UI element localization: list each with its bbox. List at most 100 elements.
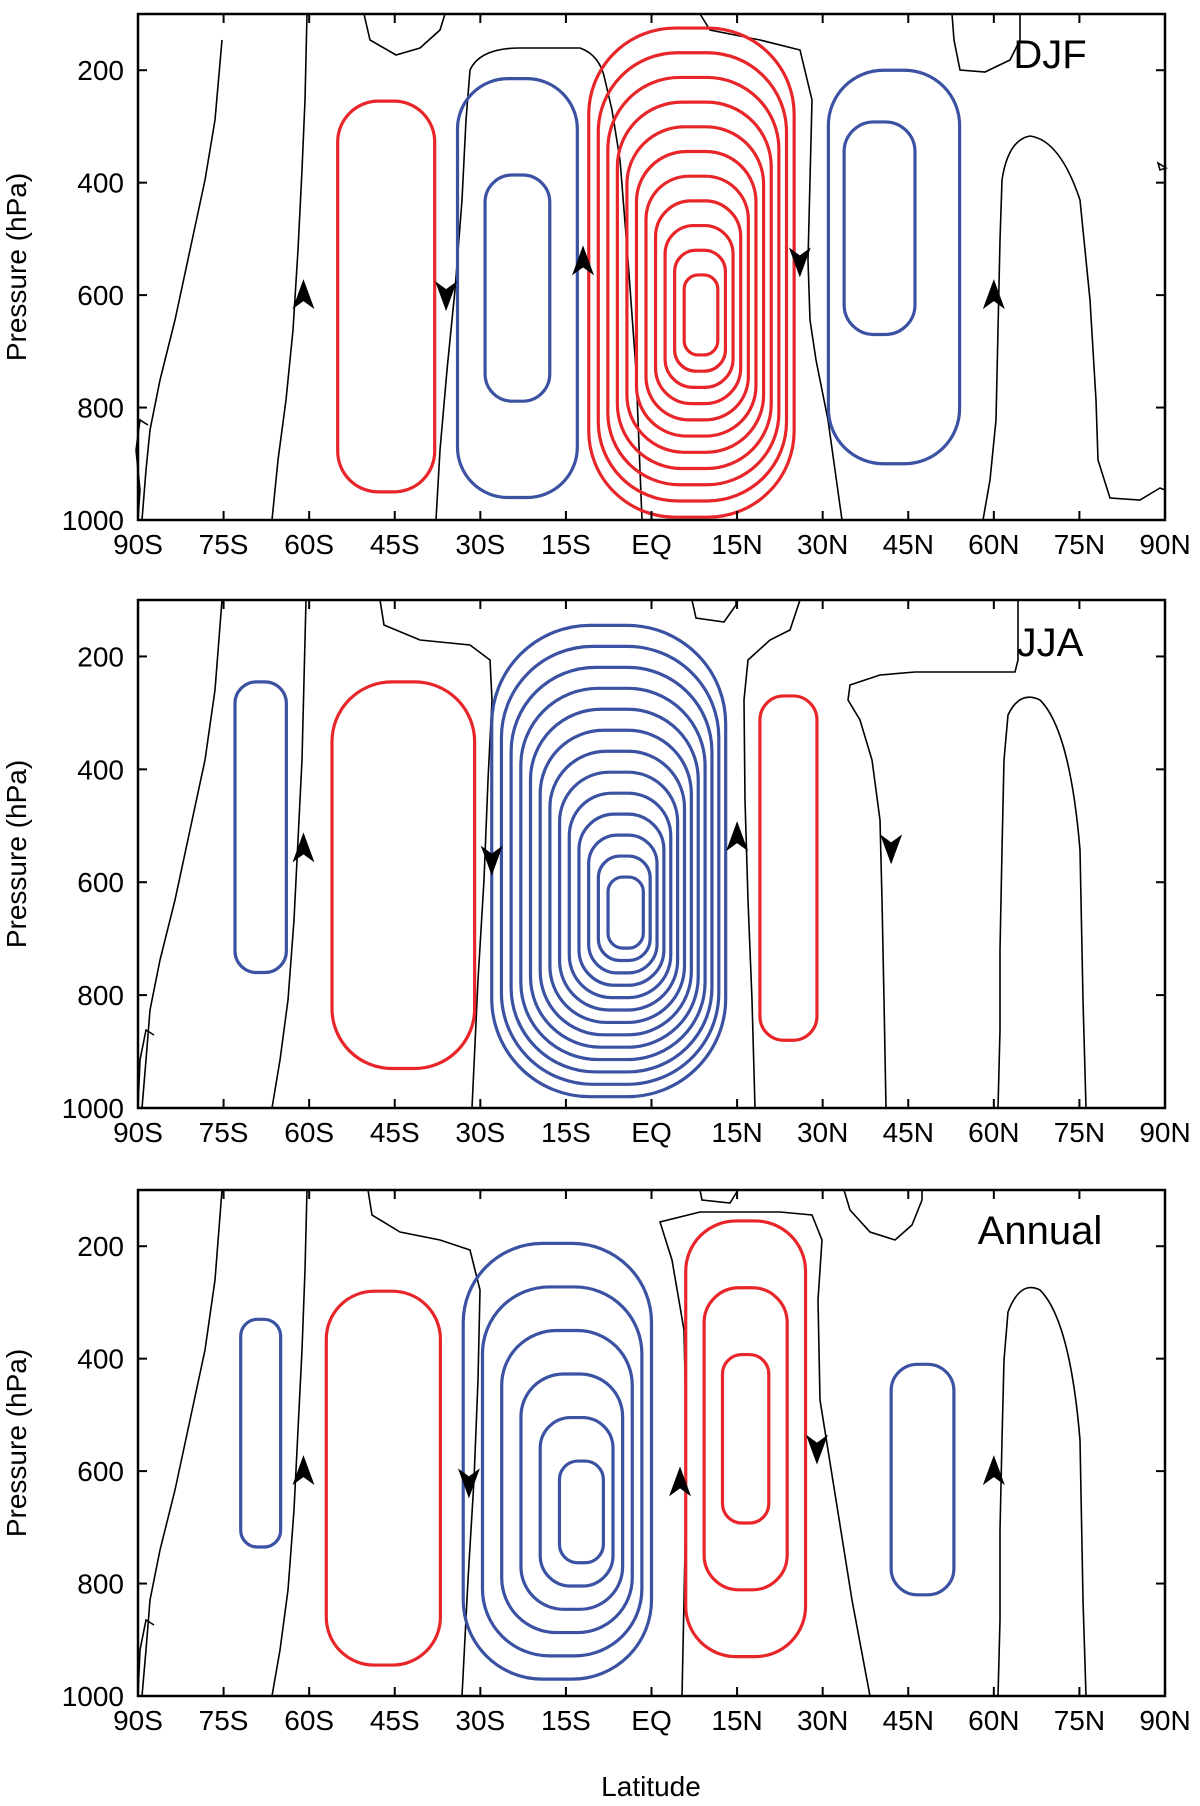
axis-ticks xyxy=(137,600,1166,1109)
zero-contour xyxy=(951,13,1021,73)
flow-arrow-down xyxy=(788,247,811,278)
contour-negative xyxy=(538,1415,615,1588)
contour-negative xyxy=(557,1459,605,1565)
stream-cells xyxy=(233,623,819,1099)
flow-arrow-up xyxy=(292,832,315,863)
x-tick-label: 90S xyxy=(113,1117,163,1148)
x-tick-label: 60S xyxy=(284,1117,334,1148)
x-tick-label: 45S xyxy=(370,1117,420,1148)
zero-contours xyxy=(137,599,1087,1109)
x-tick-label: 75N xyxy=(1054,1117,1105,1148)
contour-negative xyxy=(519,1372,625,1611)
x-tick-label: 45S xyxy=(370,1705,420,1736)
contour-negative xyxy=(606,875,645,950)
x-tick-label: 75S xyxy=(199,1705,249,1736)
x-tick-label: 60N xyxy=(968,1705,1019,1736)
x-tick-label: 15N xyxy=(711,1117,762,1148)
x-tick-label: 45N xyxy=(883,1705,934,1736)
contour-negative xyxy=(461,1241,654,1681)
x-tick-label: EQ xyxy=(631,1705,671,1736)
flow-arrow-down xyxy=(480,845,503,876)
y-tick-label: 800 xyxy=(77,393,124,424)
axis-ticks xyxy=(137,1190,1166,1697)
flow-arrow-up xyxy=(726,821,749,852)
zero-contour xyxy=(997,1286,1087,1697)
zero-contour xyxy=(271,599,307,1109)
contour-negative xyxy=(538,728,693,1037)
contour-positive xyxy=(720,1352,771,1525)
x-tick-label: 75S xyxy=(199,529,249,560)
contour-negative xyxy=(239,1317,283,1549)
x-tick-label: 60N xyxy=(968,1117,1019,1148)
zero-contour xyxy=(135,418,149,521)
contour-negative xyxy=(500,1328,634,1635)
flow-arrow-up xyxy=(982,1455,1005,1486)
y-axis-label: Pressure (hPa) xyxy=(1,760,32,948)
flow-arrow-down xyxy=(457,1468,480,1499)
flow-arrows xyxy=(292,821,903,876)
contour-negative xyxy=(455,77,579,500)
contour-positive xyxy=(684,1219,808,1659)
zero-contour xyxy=(363,13,446,56)
y-axis-label: Pressure (hPa) xyxy=(1,1349,32,1537)
zero-contour xyxy=(658,1211,871,1697)
zero-contour xyxy=(271,13,308,521)
x-tick-label: 15N xyxy=(711,529,762,560)
y-tick-label: 600 xyxy=(77,280,124,311)
contour-negative xyxy=(557,770,680,1012)
zero-contour xyxy=(271,1189,308,1697)
y-tick-label: 1000 xyxy=(62,1681,124,1712)
zero-contour xyxy=(435,47,643,521)
flow-arrow-up xyxy=(292,1455,315,1486)
flow-arrow-up xyxy=(572,245,595,276)
y-tick-label: 1000 xyxy=(62,505,124,536)
x-tick-label: EQ xyxy=(631,529,671,560)
panel-djf: 90S 75S 60S 45S 30S 15S EQ 15N 30N 45N 60N 75N 90N 2… xyxy=(1,12,1191,560)
y-tick-label: 200 xyxy=(77,55,124,86)
x-tick-label: 15S xyxy=(541,1117,591,1148)
contour-negative xyxy=(842,120,917,337)
x-tick-label: 60S xyxy=(284,529,334,560)
axis-ticks xyxy=(137,14,1166,521)
contour-positive xyxy=(682,273,720,357)
flow-arrow-down xyxy=(805,1434,828,1465)
panel-jja: 90S 75S 60S 45S 30S 15S EQ 15N 30N 45N 60N 75N 90N 2… xyxy=(1,598,1191,1148)
contour-positive xyxy=(653,199,743,406)
contour-negative xyxy=(889,1362,956,1597)
contour-negative xyxy=(596,854,652,963)
x-tick-label: 90N xyxy=(1139,529,1190,560)
zero-contours xyxy=(137,1189,1087,1697)
x-tick-label: 30S xyxy=(455,1705,505,1736)
flow-arrow-down xyxy=(880,834,903,865)
contour-negative xyxy=(587,833,659,975)
x-tick-label: 45N xyxy=(883,529,934,560)
zero-contour xyxy=(997,696,1087,1109)
contour-positive xyxy=(324,1289,442,1667)
contour-positive xyxy=(673,248,728,373)
zero-contours xyxy=(135,13,1168,521)
x-tick-label: 60N xyxy=(968,529,1019,560)
stream-cells xyxy=(336,26,962,519)
zero-contour xyxy=(1156,161,1168,172)
y-tick-label: 600 xyxy=(77,1456,124,1487)
zero-contour xyxy=(141,599,223,1109)
contour-negative xyxy=(567,791,673,1000)
contour-positive xyxy=(615,100,773,471)
zero-contour xyxy=(367,1189,481,1697)
y-tick-label: 600 xyxy=(77,867,124,898)
y-tick-label: 200 xyxy=(77,641,124,672)
contour-negative xyxy=(826,68,962,466)
y-tick-label: 200 xyxy=(77,1231,124,1262)
x-tick-label: 45S xyxy=(370,529,420,560)
zero-contour xyxy=(843,1189,923,1241)
x-tick-label: 60S xyxy=(284,1705,334,1736)
y-tick-label: 800 xyxy=(77,1569,124,1600)
x-tick-label: 30N xyxy=(797,529,848,560)
y-tick-label: 1000 xyxy=(62,1093,124,1124)
plot-frame xyxy=(136,12,1167,522)
x-tick-label: 30N xyxy=(797,1705,848,1736)
stream-cells xyxy=(239,1219,956,1681)
contour-positive xyxy=(587,26,796,519)
zero-contour xyxy=(847,600,1019,1109)
